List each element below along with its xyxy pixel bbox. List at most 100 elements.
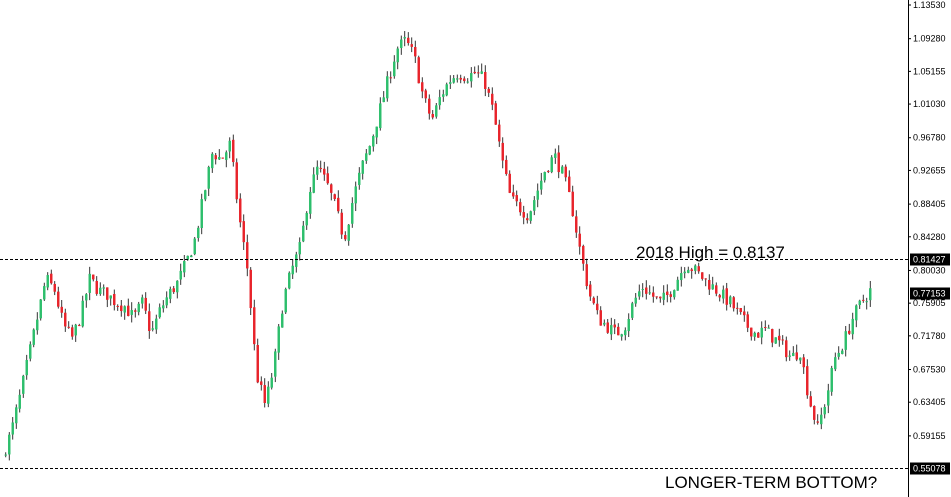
candle-body-up bbox=[844, 331, 847, 350]
candle-body-down bbox=[715, 285, 718, 294]
candle-body-down bbox=[599, 310, 602, 326]
candle-body-up bbox=[820, 414, 823, 425]
price-tick-label: 0.88405 bbox=[913, 199, 946, 209]
candle-body-down bbox=[585, 264, 588, 287]
price-tick-label: 1.05155 bbox=[913, 66, 946, 76]
candle-body-up bbox=[102, 287, 105, 289]
candle-body-down bbox=[785, 340, 788, 358]
candle-body-up bbox=[162, 305, 165, 309]
price-axis-ticks: 1.13530 1.09280 1.05155 1.01030 0.96780 0.926… bbox=[908, 0, 946, 441]
candle-body-down bbox=[57, 291, 60, 307]
candle-body-down bbox=[71, 327, 74, 337]
candle-body-up bbox=[610, 325, 613, 335]
price-tick-label: 0.75905 bbox=[913, 298, 946, 308]
candle-body-up bbox=[29, 344, 32, 359]
candle-body-down bbox=[764, 327, 767, 329]
candle-body-down bbox=[263, 385, 266, 403]
candle-body-up bbox=[620, 334, 623, 337]
candle-body-up bbox=[309, 191, 312, 214]
candle-body-down bbox=[564, 166, 567, 178]
candle-body-up bbox=[211, 153, 214, 169]
candle-body-up bbox=[8, 434, 11, 455]
candle-body-down bbox=[326, 173, 329, 184]
candle-body-up bbox=[151, 328, 154, 330]
candle-body-up bbox=[543, 172, 546, 181]
price-tick-label: 0.92655 bbox=[913, 165, 946, 175]
candle-body-up bbox=[22, 375, 25, 394]
candle-body-down bbox=[473, 71, 476, 74]
candle-body-down bbox=[431, 113, 434, 118]
candle-body-up bbox=[15, 407, 18, 424]
candle-body-down bbox=[148, 311, 151, 331]
candle-body-down bbox=[330, 184, 333, 193]
candle-body-down bbox=[53, 283, 56, 292]
candle-body-down bbox=[697, 266, 700, 272]
candle-body-up bbox=[155, 318, 158, 330]
candle-body-up bbox=[760, 327, 763, 338]
candle-body-down bbox=[718, 295, 721, 298]
candle-body-down bbox=[750, 327, 753, 337]
candle-body-up bbox=[295, 254, 298, 267]
candle-body-down bbox=[848, 330, 851, 334]
candle-body-down bbox=[655, 296, 658, 298]
candle-body-up bbox=[81, 300, 84, 327]
candle-body-up bbox=[358, 172, 361, 185]
candle-body-down bbox=[592, 297, 595, 304]
candle-body-down bbox=[424, 90, 427, 99]
level-label-box bbox=[910, 462, 950, 475]
candle-body-down bbox=[795, 352, 798, 360]
candle-body-down bbox=[547, 170, 550, 172]
candle-body-up bbox=[774, 337, 777, 344]
candle-body-down bbox=[806, 366, 809, 396]
candle-body-up bbox=[841, 350, 844, 354]
candle-body-up bbox=[554, 153, 557, 158]
candle-body-up bbox=[354, 186, 357, 204]
candle-body-down bbox=[92, 274, 95, 280]
candle-body-down bbox=[589, 284, 592, 297]
candle-body-up bbox=[834, 357, 837, 370]
candle-body-up bbox=[855, 305, 858, 321]
candle-body-up bbox=[438, 97, 441, 106]
candle-body-up bbox=[74, 324, 77, 336]
annotation-longer-term-bottom: LONGER-TERM BOTTOM? bbox=[665, 473, 877, 492]
candle-body-down bbox=[816, 421, 819, 423]
candle-body-up bbox=[39, 299, 42, 319]
candle-body-down bbox=[113, 294, 116, 306]
candle-body-down bbox=[575, 216, 578, 233]
level-label: 0.81427 bbox=[913, 255, 946, 265]
candle-body-up bbox=[673, 290, 676, 298]
candle-body-down bbox=[407, 37, 410, 44]
candle-body-down bbox=[522, 212, 525, 218]
candle-body-up bbox=[680, 273, 683, 281]
candle-body-up bbox=[25, 359, 28, 376]
candle-body-up bbox=[284, 289, 287, 313]
candle-body-down bbox=[256, 344, 259, 383]
candle-body-up bbox=[379, 103, 382, 129]
candle-body-down bbox=[582, 245, 585, 264]
candle-body-up bbox=[470, 73, 473, 82]
candle-body-down bbox=[463, 78, 466, 82]
candle-body-down bbox=[323, 168, 326, 175]
candle-body-up bbox=[858, 300, 861, 306]
candle-body-down bbox=[508, 173, 511, 193]
candle-body-down bbox=[120, 305, 123, 312]
candle-body-up bbox=[788, 355, 791, 357]
candle-body-down bbox=[659, 296, 662, 299]
candle-body-up bbox=[683, 271, 686, 274]
candle-body-up bbox=[176, 280, 179, 293]
candle-body-down bbox=[652, 292, 655, 297]
candle-body-up bbox=[305, 212, 308, 226]
candle-body-up bbox=[316, 166, 319, 175]
candle-body-down bbox=[568, 176, 571, 193]
candle-body-down bbox=[116, 305, 119, 307]
candle-body-up bbox=[361, 160, 364, 174]
candle-body-down bbox=[781, 339, 784, 341]
candle-body-down bbox=[64, 312, 67, 327]
candle-body-down bbox=[802, 357, 805, 368]
candle-body-up bbox=[123, 306, 126, 313]
candle-body-up bbox=[799, 357, 802, 361]
candle-body-up bbox=[722, 289, 725, 299]
candle-body-down bbox=[414, 46, 417, 57]
candle-body-down bbox=[344, 235, 347, 240]
candle-body-down bbox=[613, 324, 616, 328]
